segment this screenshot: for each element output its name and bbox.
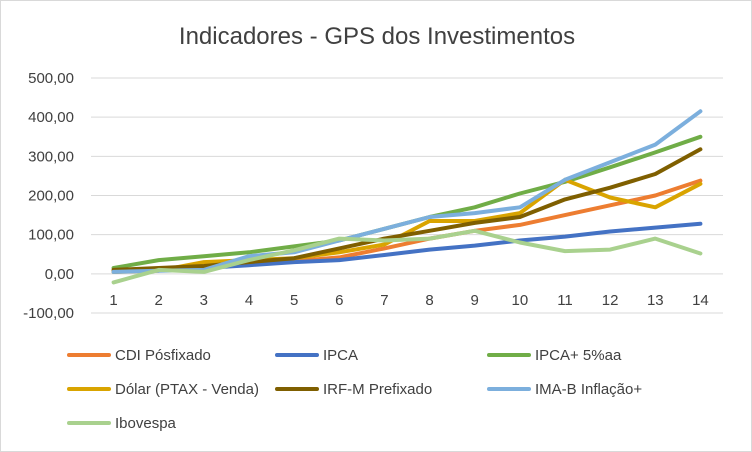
x-tick-label: 2 [155, 292, 163, 309]
x-tick-label: 7 [380, 292, 388, 309]
y-tick-label: 0,00 [45, 266, 74, 283]
legend-label: Ibovespa [115, 415, 177, 432]
y-tick-label: 400,00 [28, 109, 74, 126]
x-tick-label: 14 [692, 292, 709, 309]
legend-label: IRF-M Prefixado [323, 381, 432, 398]
x-tick-label: 12 [602, 292, 619, 309]
y-axis-labels: -100,00 0,00 100,00 200,00 300,00 400,00 500,0… [23, 70, 74, 322]
x-tick-label: 10 [512, 292, 529, 309]
legend-label: CDI Pósfixado [115, 347, 211, 364]
series-line-5 [111, 109, 703, 274]
y-tick-label: 200,00 [28, 188, 74, 205]
x-tick-label: 13 [647, 292, 664, 309]
legend: CDI Pósfixado IPCA IPCA+ 5%aa Dólar (PTAX -… [67, 347, 642, 432]
x-tick-label: 8 [425, 292, 433, 309]
x-tick-label: 5 [290, 292, 298, 309]
x-tick-label: 4 [245, 292, 253, 309]
legend-label: Dólar (PTAX - Venda) [115, 381, 259, 398]
series-line-6 [111, 228, 703, 285]
y-tick-label: 300,00 [28, 148, 74, 165]
chart-title: Indicadores - GPS dos Investimentos [179, 23, 575, 50]
legend-label: IPCA [323, 347, 358, 364]
y-tick-label: 500,00 [28, 70, 74, 87]
grid-layer [91, 77, 723, 314]
x-tick-label: 11 [557, 292, 573, 309]
legend-label: IPCA+ 5%aa [535, 347, 622, 364]
x-tick-label: 9 [471, 292, 479, 309]
series-layer [111, 109, 703, 285]
x-tick-label: 1 [109, 292, 117, 309]
y-tick-label: -100,00 [23, 305, 74, 322]
x-tick-label: 6 [335, 292, 343, 309]
legend-label: IMA-B Inflação+ [535, 381, 642, 398]
series-line-4 [111, 147, 703, 272]
x-tick-label: 3 [200, 292, 208, 309]
x-axis-labels: 1 2 3 4 5 6 7 8 9 10 11 12 13 14 [109, 292, 708, 309]
y-tick-label: 100,00 [28, 227, 74, 244]
